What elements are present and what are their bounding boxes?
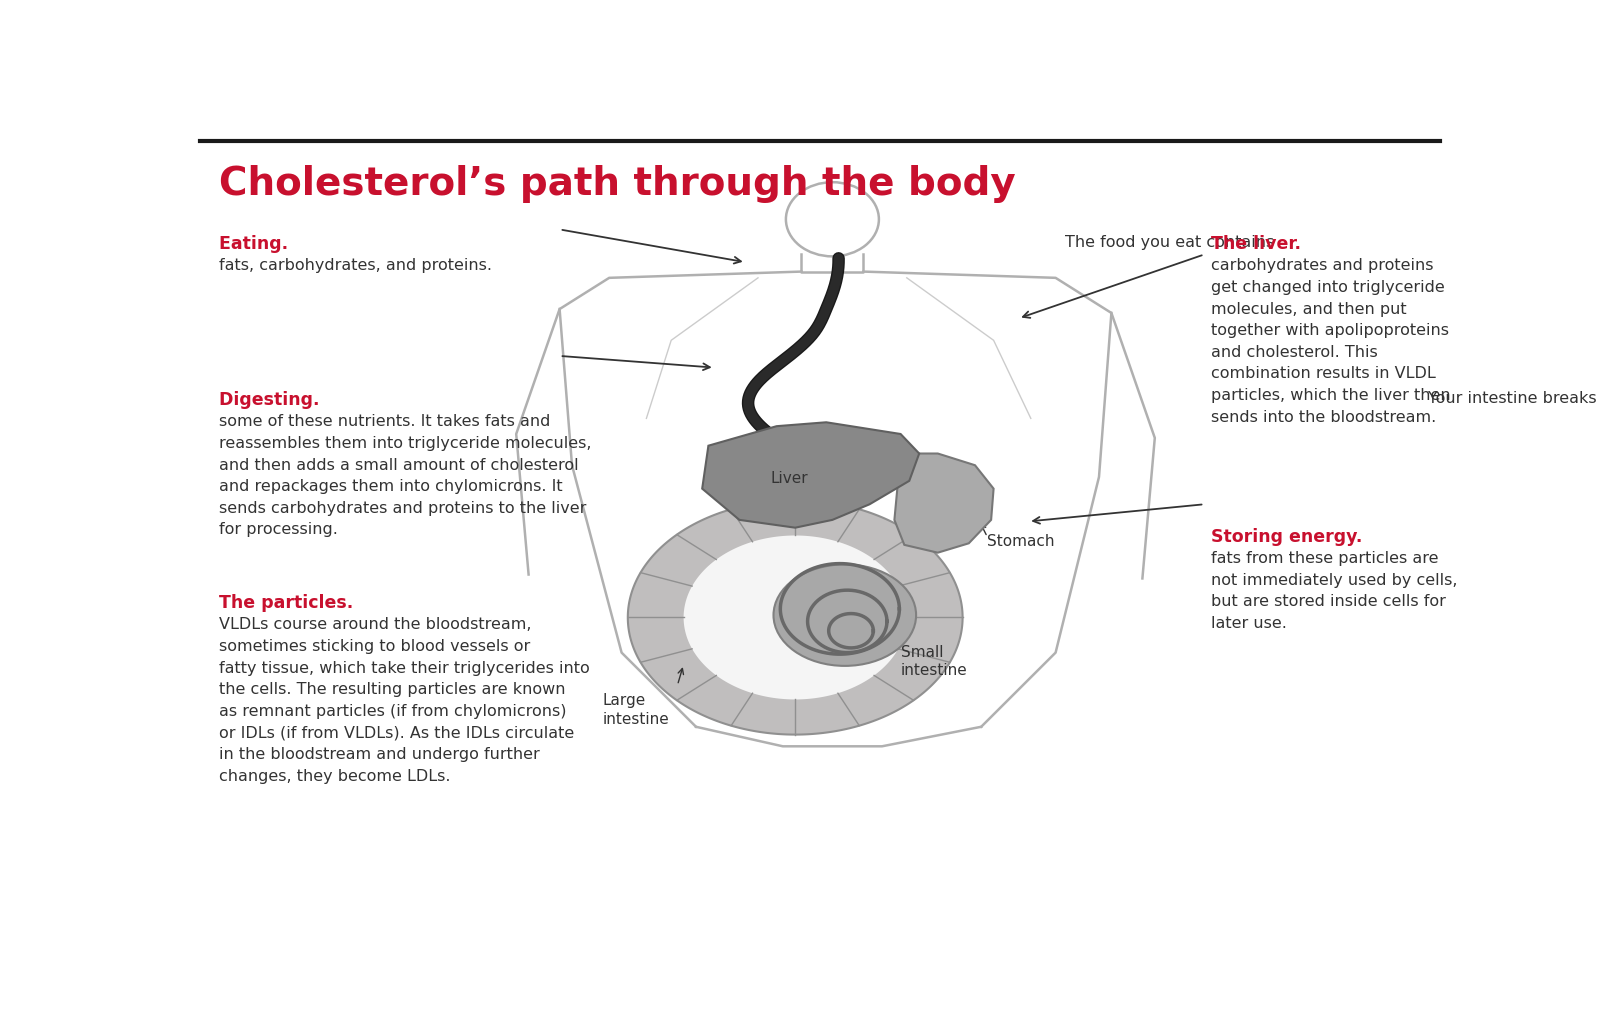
- Ellipse shape: [773, 565, 917, 666]
- Polygon shape: [627, 500, 963, 734]
- Text: The particles.: The particles.: [219, 594, 358, 612]
- Text: Large
intestine: Large intestine: [603, 694, 670, 727]
- Text: VLDLs course around the bloodstream,
sometimes sticking to blood vessels or
fatt: VLDLs course around the bloodstream, som…: [219, 618, 589, 784]
- Polygon shape: [683, 535, 907, 700]
- Text: Cholesterol’s path through the body: Cholesterol’s path through the body: [219, 164, 1016, 203]
- Text: Digesting.: Digesting.: [219, 391, 325, 409]
- Text: Stomach: Stomach: [987, 534, 1054, 550]
- Text: Storing energy.: Storing energy.: [1211, 527, 1368, 546]
- Polygon shape: [702, 422, 918, 527]
- Text: carbohydrates and proteins
get changed into triglyceride
molecules, and then put: carbohydrates and proteins get changed i…: [1211, 259, 1450, 425]
- Text: Your intestine breaks down: Your intestine breaks down: [1427, 391, 1600, 406]
- Text: Liver: Liver: [770, 470, 808, 486]
- Text: Eating.: Eating.: [219, 235, 294, 252]
- Polygon shape: [894, 453, 994, 553]
- Text: fats, carbohydrates, and proteins.: fats, carbohydrates, and proteins.: [219, 259, 491, 274]
- Text: The food you eat contains: The food you eat contains: [1066, 235, 1274, 249]
- Text: The liver.: The liver.: [1211, 235, 1307, 252]
- Text: fats from these particles are
not immediately used by cells,
but are stored insi: fats from these particles are not immedi…: [1211, 552, 1458, 631]
- Text: Small
intestine: Small intestine: [901, 645, 968, 678]
- Text: some of these nutrients. It takes fats and
reassembles them into triglyceride mo: some of these nutrients. It takes fats a…: [219, 415, 590, 537]
